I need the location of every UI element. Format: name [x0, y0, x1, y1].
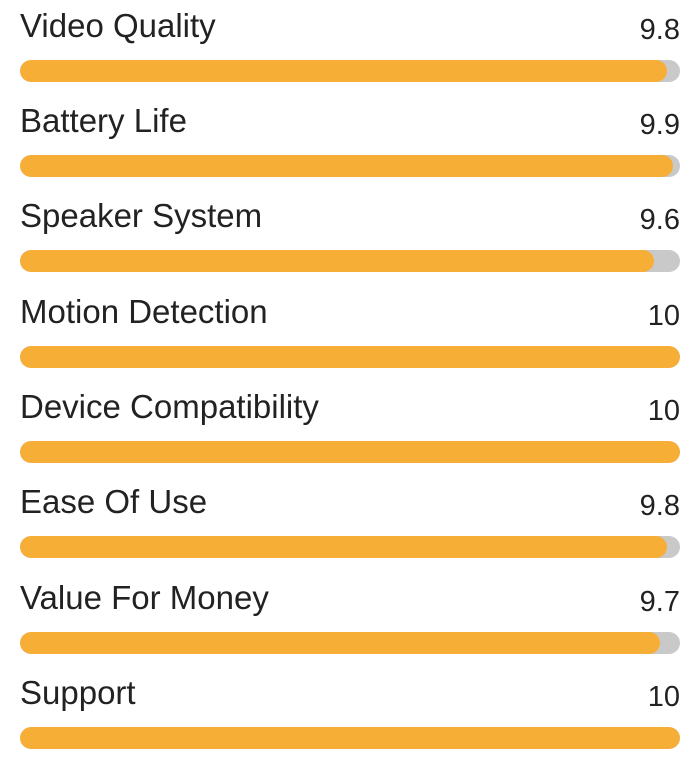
rating-bar-fill: [20, 60, 667, 82]
rating-label: Speaker System: [20, 197, 263, 234]
rating-bar-fill: [20, 346, 680, 368]
rating-bar-track: [20, 60, 680, 82]
rating-bar-fill: [20, 155, 674, 177]
rating-row-support: Support 10: [20, 673, 680, 763]
rating-score: 9.7: [639, 586, 680, 618]
rating-label: Battery Life: [20, 102, 187, 139]
rating-score: 9.9: [639, 109, 680, 141]
rating-label: Motion Detection: [20, 293, 268, 330]
rating-bar-track: [20, 250, 680, 272]
rating-score: 10: [647, 300, 680, 332]
rating-score: 10: [647, 681, 680, 713]
rating-row-ease-of-use: Ease Of Use 9.8: [20, 482, 680, 572]
rating-bar-fill: [20, 727, 680, 749]
rating-score: 10: [647, 395, 680, 427]
rating-label: Video Quality: [20, 7, 216, 44]
rating-label: Support: [20, 674, 136, 711]
rating-row-motion-detection: Motion Detection 10: [20, 292, 680, 382]
rating-bar-fill: [20, 536, 667, 558]
rating-row-speaker-system: Speaker System 9.6: [20, 196, 680, 286]
rating-score: 9.8: [639, 14, 680, 46]
rating-row-battery-life: Battery Life 9.9: [20, 101, 680, 191]
rating-label: Ease Of Use: [20, 483, 208, 520]
rating-bar-track: [20, 346, 680, 368]
rating-score: 9.6: [639, 204, 680, 236]
rating-bar-track: [20, 632, 680, 654]
rating-bar-fill: [20, 441, 680, 463]
rating-bar-track: [20, 536, 680, 558]
rating-bar-track: [20, 155, 680, 177]
rating-bar-fill: [20, 250, 654, 272]
rating-row-video-quality: Video Quality 9.8: [20, 6, 680, 96]
rating-row-value-for-money: Value For Money 9.7: [20, 578, 680, 668]
rating-bar-track: [20, 727, 680, 749]
rating-bar-track: [20, 441, 680, 463]
rating-bar-fill: [20, 632, 661, 654]
rating-label: Value For Money: [20, 579, 269, 616]
rating-row-device-compatibility: Device Compatibility 10: [20, 387, 680, 477]
rating-label: Device Compatibility: [20, 388, 319, 425]
rating-score: 9.8: [639, 490, 680, 522]
